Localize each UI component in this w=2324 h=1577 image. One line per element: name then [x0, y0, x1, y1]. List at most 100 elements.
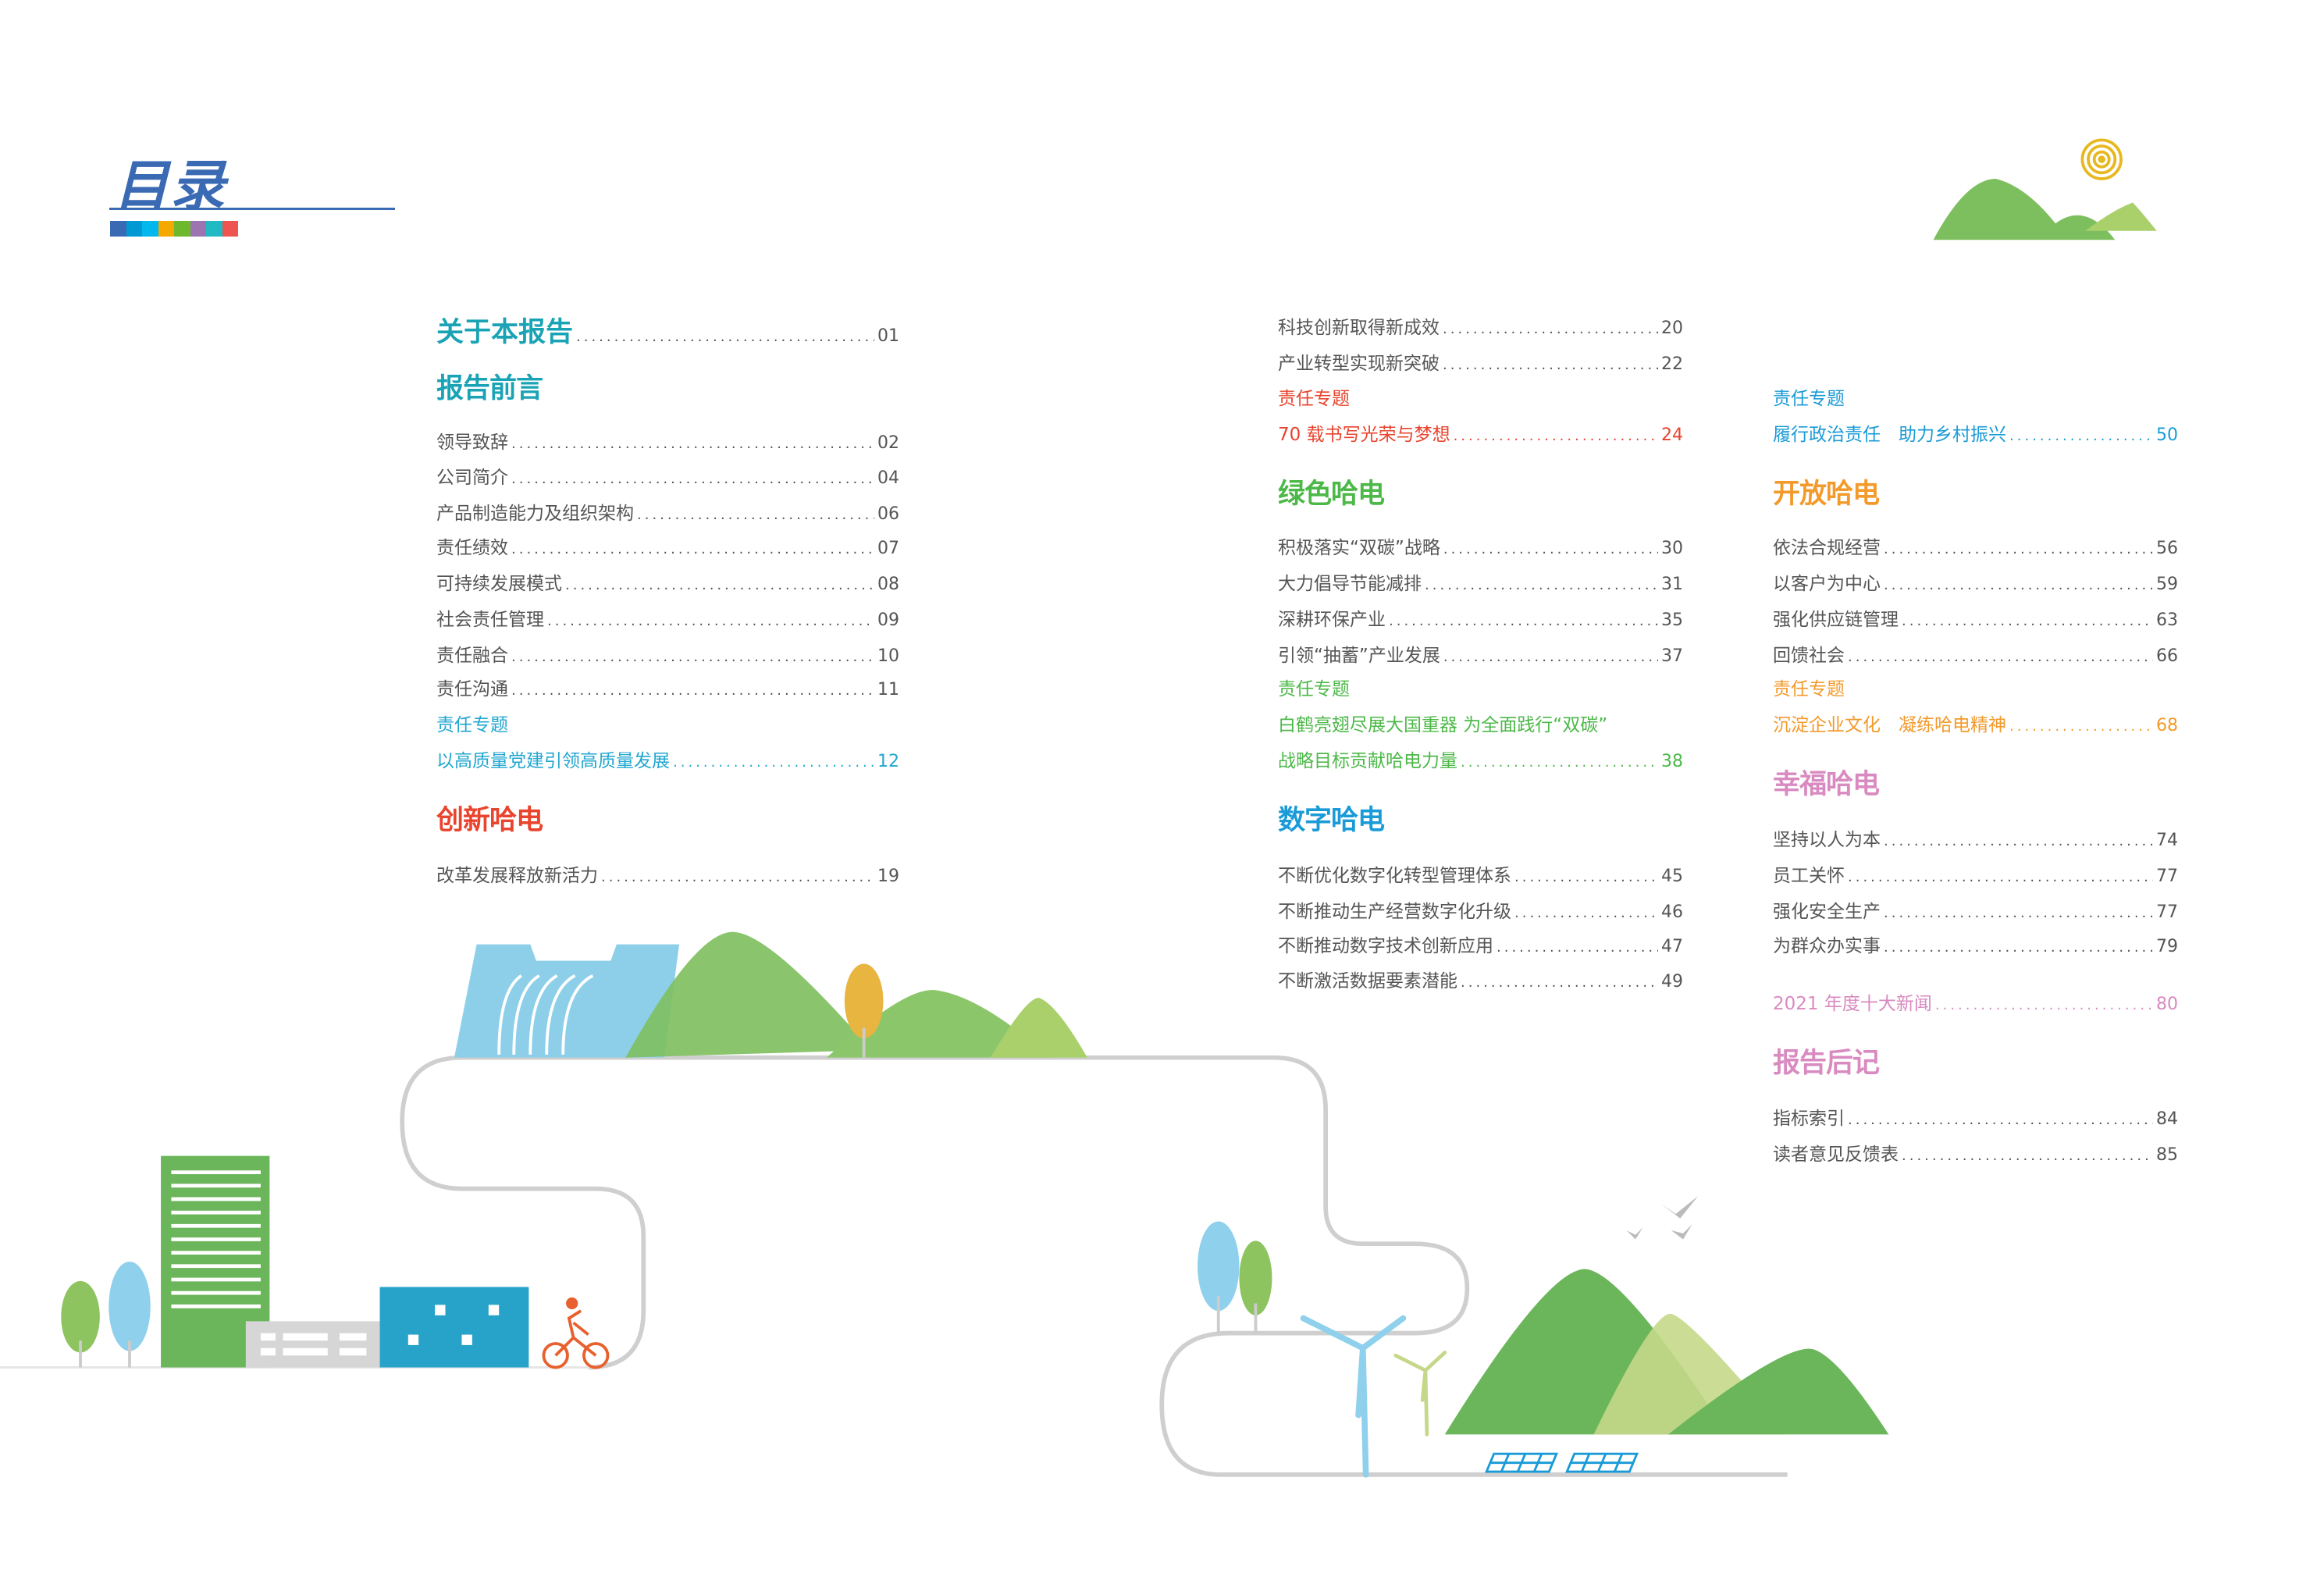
toc-entry[interactable]: 社会责任管理09 [436, 607, 899, 632]
toc-entry[interactable]: 坚持以人为本74 [1773, 828, 2178, 853]
dot-leader [1443, 645, 1658, 670]
dot-leader [1848, 1108, 2153, 1133]
dot-leader [1461, 970, 1658, 995]
toc-entry[interactable]: 产品制造能力及组织架构06 [436, 501, 899, 526]
section-heading-open: 开放哈电 [1773, 479, 1880, 510]
hill-bottom-right [1667, 1348, 1889, 1435]
building-grey [245, 1321, 380, 1368]
toc-entry[interactable]: 强化安全生产77 [1773, 899, 2178, 924]
toc-entry[interactable]: 不断推动生产经营数字化升级46 [1278, 899, 1683, 924]
waterfall [497, 974, 594, 1055]
topic-label: 责任专题 [1773, 389, 1845, 409]
dot-leader [511, 467, 874, 492]
dot-leader [1884, 935, 2153, 960]
dot-leader [1884, 829, 2153, 854]
toc-entry[interactable]: 责任绩效07 [436, 536, 899, 561]
dot-leader [1884, 901, 2153, 926]
hill-mid [826, 989, 1051, 1058]
toc-entry-topic[interactable]: 70 载书写光荣与梦想24 [1278, 422, 1683, 447]
toc-entry[interactable]: 深耕环保产业35 [1278, 607, 1683, 632]
building-blue [379, 1287, 529, 1368]
toc-entry[interactable]: 指标索引84 [1773, 1106, 2178, 1131]
birds-icon [1626, 1196, 1699, 1240]
dot-leader [576, 320, 874, 354]
toc-entry[interactable]: 改革发展释放新活力19 [436, 863, 899, 888]
toc-entry[interactable]: 领导致辞02 [436, 430, 899, 455]
toc-entry[interactable]: 不断激活数据要素潜能49 [1278, 969, 1683, 994]
dot-leader [2009, 714, 2153, 739]
dot-leader [511, 678, 874, 703]
toc-entry[interactable]: 可持续发展模式08 [436, 571, 899, 596]
tree-blue-left [109, 1262, 151, 1351]
toc-entry[interactable]: 不断推动数字技术创新应用47 [1278, 934, 1683, 959]
road-path [400, 1055, 1788, 1477]
toc-entry[interactable]: 引领“抽蓄”产业发展37 [1278, 643, 1683, 668]
dam [454, 944, 680, 1058]
dot-leader [1514, 865, 1658, 890]
section-heading-happy: 幸福哈电 [1773, 769, 1880, 800]
dot-leader [1902, 609, 2153, 634]
hill-top-right-light [2085, 202, 2157, 231]
dot-leader [673, 750, 874, 775]
sun-icon [2080, 138, 2123, 180]
color-bar [110, 221, 238, 237]
wind-turbine-small-icon [1393, 1351, 1447, 1436]
dot-leader [1497, 935, 1658, 960]
toc-entry-news[interactable]: 2021 年度十大新闻80 [1773, 991, 2178, 1016]
dot-leader [1884, 537, 2153, 562]
toc-entry-topic[interactable]: 沉淀企业文化 凝练哈电精神68 [1773, 713, 2178, 738]
toc-entry[interactable]: 责任沟通11 [436, 677, 899, 702]
page-title: 目录 [114, 154, 226, 218]
hill-light [990, 998, 1087, 1058]
toc-entry[interactable]: 回馈社会66 [1773, 643, 2178, 668]
dot-leader [1425, 573, 1658, 598]
toc-entry-topic[interactable]: 履行政治责任 助力乡村振兴50 [1773, 422, 2178, 447]
toc-entry-about[interactable]: 关于本报告01 [436, 315, 899, 350]
topic-label: 责任专题 [1773, 679, 1845, 700]
dot-leader [1461, 750, 1658, 775]
title-divider [109, 208, 395, 210]
dot-leader [1454, 424, 1658, 449]
section-heading-green: 绿色哈电 [1278, 479, 1385, 510]
tree-green-left [61, 1280, 100, 1353]
dot-leader [565, 573, 874, 598]
dot-leader [637, 503, 874, 528]
dot-leader [1389, 609, 1658, 634]
tree-green-right [1239, 1241, 1272, 1315]
dot-leader [1443, 317, 1658, 342]
toc-entry[interactable]: 科技创新取得新成效20 [1278, 315, 1683, 340]
dot-leader [1884, 573, 2153, 598]
dot-leader [547, 609, 874, 634]
toc-entry[interactable]: 公司简介04 [436, 465, 899, 490]
dot-leader [1848, 865, 2153, 890]
topic-label: 责任专题 [1278, 389, 1350, 409]
section-heading-digital: 数字哈电 [1278, 805, 1385, 836]
toc-entry-topic[interactable]: 以高质量党建引领高质量发展12 [436, 749, 899, 774]
dot-leader [1514, 901, 1658, 926]
solar-panel-icon [1485, 1452, 1639, 1473]
toc-entry[interactable]: 依法合规经营56 [1773, 536, 2178, 561]
tree-blue-right [1198, 1221, 1240, 1312]
tree-yellow [844, 963, 884, 1038]
wind-turbine-icon [1300, 1315, 1407, 1478]
section-heading-innovation: 创新哈电 [436, 805, 543, 836]
toc-entry[interactable]: 产业转型实现新突破22 [1278, 351, 1683, 376]
dot-leader [1935, 993, 2153, 1018]
section-heading-preface: 报告前言 [436, 373, 543, 404]
toc-entry[interactable]: 大力倡导节能减排31 [1278, 571, 1683, 596]
toc-entry[interactable]: 强化供应链管理63 [1773, 607, 2178, 632]
toc-entry[interactable]: 责任融合10 [436, 643, 899, 668]
toc-entry[interactable]: 为群众办实事79 [1773, 934, 2178, 959]
dot-leader [1848, 645, 2153, 670]
toc-entry[interactable]: 读者意见反馈表85 [1773, 1142, 2178, 1167]
toc-entry[interactable]: 不断优化数字化转型管理体系45 [1278, 863, 1683, 888]
toc-entry[interactable]: 积极落实“双碳”战略30 [1278, 536, 1683, 561]
toc-entry[interactable]: 员工关怀77 [1773, 863, 2178, 888]
toc-entry[interactable]: 以客户为中心59 [1773, 571, 2178, 596]
topic-label: 责任专题 [436, 715, 508, 735]
toc-entry-topic-line1[interactable]: 白鹤亮翅尽展大国重器 为全面践行“双碳” [1278, 715, 1608, 735]
dot-leader [601, 865, 874, 890]
toc-entry-topic[interactable]: 战略目标贡献哈电力量38 [1278, 749, 1683, 774]
dot-leader [511, 432, 874, 457]
